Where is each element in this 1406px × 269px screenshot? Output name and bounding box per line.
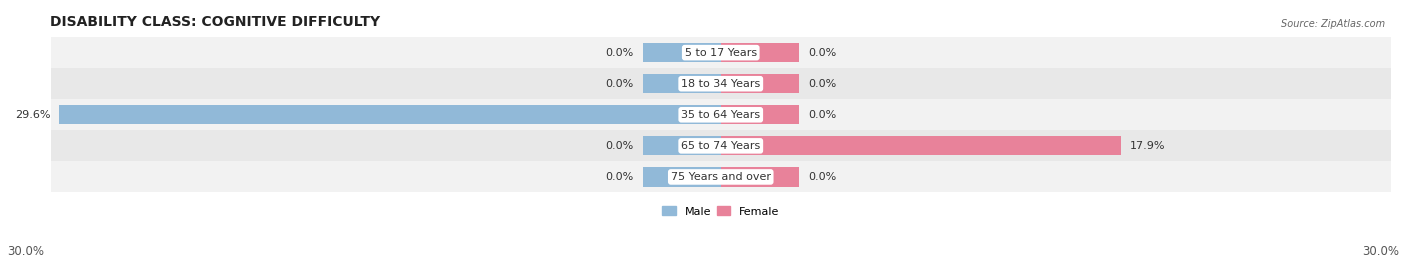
Bar bbox=[643, 136, 721, 155]
Bar bbox=[51, 37, 1391, 68]
Text: 5 to 17 Years: 5 to 17 Years bbox=[685, 48, 756, 58]
Text: 0.0%: 0.0% bbox=[606, 79, 634, 89]
Bar bbox=[721, 43, 799, 62]
Legend: Male, Female: Male, Female bbox=[658, 202, 783, 221]
Text: 0.0%: 0.0% bbox=[606, 172, 634, 182]
Text: 30.0%: 30.0% bbox=[7, 245, 44, 258]
Bar bbox=[721, 74, 799, 93]
Text: DISABILITY CLASS: COGNITIVE DIFFICULTY: DISABILITY CLASS: COGNITIVE DIFFICULTY bbox=[51, 15, 381, 29]
Text: 0.0%: 0.0% bbox=[808, 48, 837, 58]
Text: 0.0%: 0.0% bbox=[808, 172, 837, 182]
Text: 0.0%: 0.0% bbox=[606, 141, 634, 151]
Bar bbox=[643, 43, 721, 62]
Bar bbox=[51, 68, 1391, 99]
Text: 65 to 74 Years: 65 to 74 Years bbox=[681, 141, 761, 151]
Text: 0.0%: 0.0% bbox=[808, 110, 837, 120]
Bar bbox=[51, 130, 1391, 161]
Text: 0.0%: 0.0% bbox=[606, 48, 634, 58]
Text: 29.6%: 29.6% bbox=[15, 110, 51, 120]
Bar bbox=[643, 74, 721, 93]
Bar bbox=[51, 161, 1391, 192]
Text: Source: ZipAtlas.com: Source: ZipAtlas.com bbox=[1281, 19, 1385, 29]
Bar bbox=[721, 136, 1121, 155]
Text: 30.0%: 30.0% bbox=[1362, 245, 1399, 258]
Text: 35 to 64 Years: 35 to 64 Years bbox=[681, 110, 761, 120]
Text: 0.0%: 0.0% bbox=[808, 79, 837, 89]
Bar bbox=[59, 105, 721, 125]
Text: 18 to 34 Years: 18 to 34 Years bbox=[681, 79, 761, 89]
Bar bbox=[721, 167, 799, 187]
Bar bbox=[643, 167, 721, 187]
Text: 17.9%: 17.9% bbox=[1129, 141, 1166, 151]
Text: 75 Years and over: 75 Years and over bbox=[671, 172, 770, 182]
Bar bbox=[721, 105, 799, 125]
Bar bbox=[51, 99, 1391, 130]
